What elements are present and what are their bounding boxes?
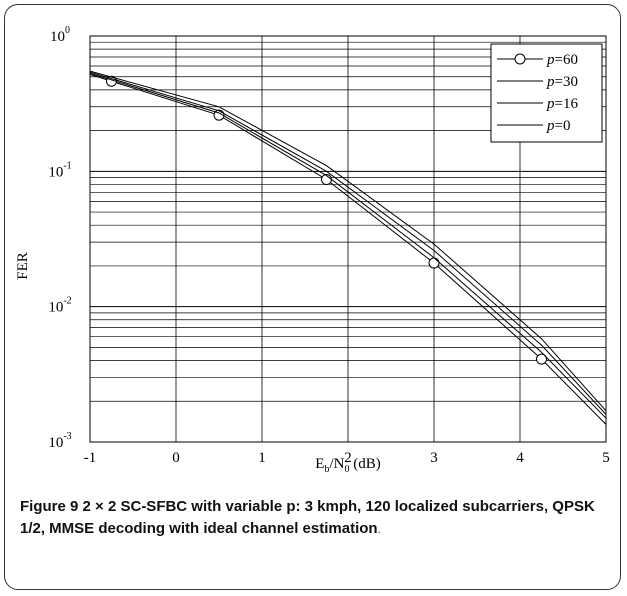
x-tick-label: -1	[84, 450, 97, 466]
y-tick-base: 10	[48, 300, 63, 316]
y-tick-exponent: -2	[63, 296, 71, 307]
series-line-2	[89, 72, 607, 419]
x-tick-label: 0	[172, 450, 180, 466]
legend-marker	[514, 53, 526, 65]
y-tick-base: 10	[50, 29, 65, 45]
x-axis-label-sub2: 0	[344, 464, 349, 475]
y-tick-base: 10	[48, 435, 63, 451]
series-lines	[89, 70, 607, 425]
y-tick-base: 10	[48, 164, 63, 180]
legend-label-var: p	[546, 52, 555, 68]
figure-caption: Figure 9 2 × 2 SC-SFBC with variable p: …	[20, 496, 612, 541]
legend-label-var: p	[546, 96, 555, 112]
series-line-4	[89, 70, 607, 412]
x-axis-ticks: -1 0 1 2 3 4 5	[84, 450, 610, 466]
series-line-1	[89, 73, 607, 425]
y-tick-label: 10-1	[48, 160, 71, 180]
x-tick-label: 2	[344, 450, 352, 466]
x-tick-label: 1	[258, 450, 266, 466]
caption-label: Figure 9	[20, 498, 79, 515]
legend-label: p=30	[546, 74, 578, 90]
x-axis-label-mid: /N	[329, 456, 344, 472]
y-tick-exponent: 0	[65, 25, 70, 36]
x-tick-label: 4	[516, 450, 524, 466]
x-tick-label: 3	[430, 450, 438, 466]
y-axis-label: FER	[15, 252, 31, 280]
series-marker	[428, 257, 440, 269]
y-tick-label: 10-2	[48, 296, 71, 316]
legend-label: p=60	[546, 52, 578, 68]
legend-label-value: =30	[555, 74, 578, 90]
x-tick-label: 5	[602, 450, 610, 466]
y-tick-exponent: -3	[63, 431, 71, 442]
legend-label-var: p	[546, 118, 555, 134]
y-tick-exponent: -1	[63, 160, 71, 171]
plot-area	[89, 35, 607, 443]
legend-label-value: =60	[555, 52, 578, 68]
y-tick-label: 10-3	[48, 431, 71, 451]
series-line-3	[89, 71, 607, 415]
caption-end: .	[377, 524, 381, 536]
legend-label: p=16	[546, 96, 578, 112]
x-axis-label: Eb/N0 (dB)	[315, 456, 380, 475]
caption-text: 2 × 2 SC-SFBC with variable p: 3 kmph, 1…	[20, 498, 595, 537]
legend-box	[490, 43, 603, 143]
y-tick-label: 100	[50, 25, 70, 45]
series-marker	[536, 353, 547, 365]
x-axis-label-unit: (dB)	[349, 456, 380, 472]
legend: p=60p=30p=16p=0	[490, 43, 603, 143]
x-axis-label-sub1: b	[324, 464, 329, 475]
x-axis-label-main: E	[315, 456, 324, 472]
legend-label-var: p	[546, 74, 555, 90]
legend-label-value: =0	[555, 118, 571, 134]
legend-label: p=0	[546, 118, 570, 134]
legend-label-value: =16	[555, 96, 579, 112]
